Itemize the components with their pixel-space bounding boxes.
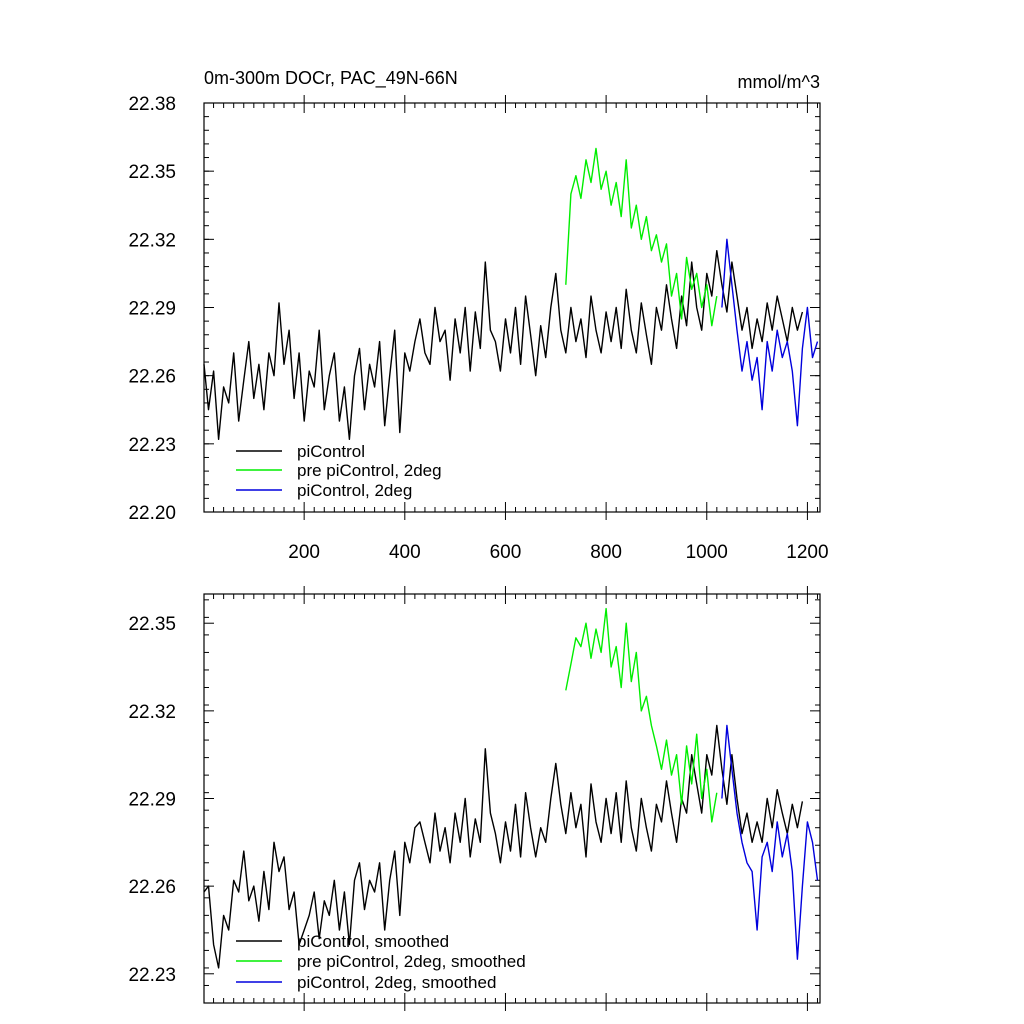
- bottom-chart-series: [203, 607, 819, 969]
- y-tick-label: 22.35: [128, 162, 176, 183]
- series-line-0: [203, 249, 804, 440]
- y-tick-label: 22.23: [128, 435, 176, 456]
- x-tick-label: 600: [490, 542, 522, 563]
- chart-units: mmol/m^3: [738, 72, 820, 92]
- legend-label-picontrol-smoothed: piControl, smoothed: [297, 932, 449, 951]
- top-chart-series: [203, 147, 819, 440]
- x-tick-label: 400: [389, 542, 421, 563]
- y-tick-label: 22.32: [128, 702, 176, 723]
- y-tick-label: 22.38: [128, 94, 176, 115]
- bottom-chart-panel: 22.23 22.26 22.29 22.32 22.35 piControl, smo…: [128, 586, 821, 1011]
- x-tick-label: 200: [288, 542, 320, 563]
- top-chart-panel: 0m-300m DOCr, PAC_49N-66N mmol/m^3 200 40…: [128, 68, 828, 563]
- y-tick-label: 22.29: [128, 790, 176, 811]
- chart-title: 0m-300m DOCr, PAC_49N-66N: [204, 68, 458, 89]
- series-line-2: [721, 238, 819, 427]
- x-tick-label: 1000: [686, 542, 728, 563]
- y-tick-label: 22.35: [128, 614, 176, 635]
- legend-label-picontrol-2deg-smoothed: piControl, 2deg, smoothed: [297, 973, 496, 992]
- top-chart-ticks: 200 400 600 800 1000 1200 22.20 22.23 22.26 22.29…: [128, 94, 828, 563]
- y-tick-label: 22.26: [128, 367, 176, 388]
- y-tick-label: 22.23: [128, 965, 176, 986]
- bottom-chart-plot-frame: [203, 593, 821, 1004]
- series-line-2: [721, 724, 819, 960]
- y-tick-label: 22.32: [128, 230, 176, 251]
- y-tick-label: 22.29: [128, 299, 176, 320]
- legend-label-picontrol-2deg: piControl, 2deg: [297, 481, 412, 500]
- x-tick-label: 1200: [786, 542, 828, 563]
- bottom-chart-legend: piControl, smoothed pre piControl, 2deg,…: [236, 932, 526, 992]
- top-chart-legend: piControl pre piControl, 2deg piControl,…: [236, 442, 442, 500]
- x-tick-label: 800: [590, 542, 622, 563]
- series-line-1: [565, 607, 718, 823]
- legend-label-pre-picontrol-smoothed: pre piControl, 2deg, smoothed: [297, 952, 526, 971]
- series-line-0: [203, 724, 804, 969]
- top-chart-plot-frame: [203, 102, 821, 513]
- y-tick-label: 22.20: [128, 503, 176, 524]
- series-line-1: [565, 147, 718, 327]
- y-tick-label: 22.26: [128, 877, 176, 898]
- bottom-chart-ticks: 22.23 22.26 22.29 22.32 22.35: [128, 586, 820, 1011]
- legend-label-picontrol: piControl: [297, 442, 365, 461]
- legend-label-pre-picontrol: pre piControl, 2deg: [297, 461, 442, 480]
